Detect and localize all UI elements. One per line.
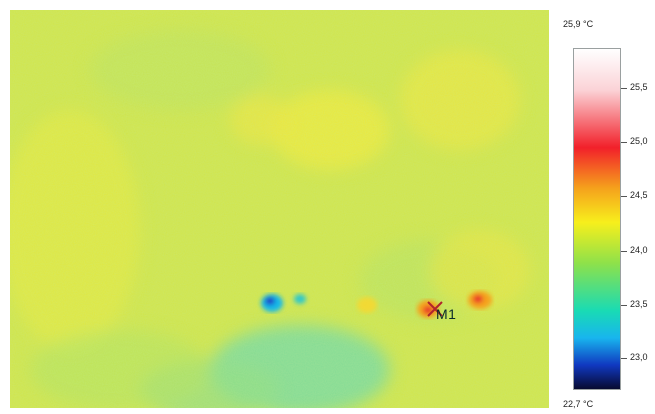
scale-tick-label: 23,0 xyxy=(630,352,648,362)
scale-tick xyxy=(621,88,627,89)
scale-tick-label: 23,5 xyxy=(630,299,648,309)
scale-min-label: 22,7 °C xyxy=(563,399,594,409)
warm-spot xyxy=(357,297,377,313)
thermal-image xyxy=(10,10,549,408)
marker-label: M1 xyxy=(436,306,457,322)
crosshair-x-icon[interactable] xyxy=(427,301,443,317)
scale-max-label: 25,9 °C xyxy=(563,19,594,29)
scale-tick-label: 24,0 xyxy=(630,245,648,255)
scale-tick-label: 24,5 xyxy=(630,190,648,200)
color-scale-bar xyxy=(573,48,621,390)
scale-tick xyxy=(621,196,627,197)
scale-tick xyxy=(621,251,627,252)
cold-spot xyxy=(261,294,306,312)
thermal-image-canvas xyxy=(10,10,549,408)
hot-spot-right xyxy=(468,291,492,309)
scale-tick xyxy=(621,142,627,143)
hot-spot-left xyxy=(417,300,439,318)
scale-tick-label: 25,0 xyxy=(630,136,648,146)
scale-tick-label: 25,5 xyxy=(630,82,648,92)
scale-tick xyxy=(621,358,627,359)
thermal-noise xyxy=(10,10,549,408)
scale-tick xyxy=(621,305,627,306)
